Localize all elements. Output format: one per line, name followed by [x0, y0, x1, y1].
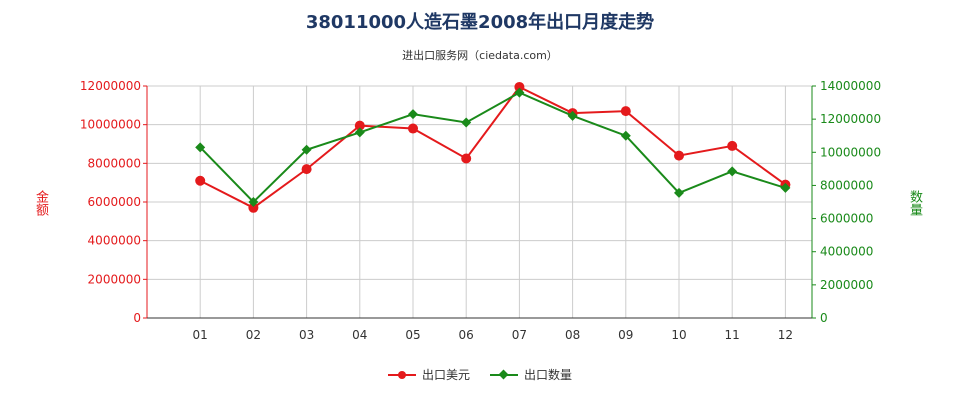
data-point-export-qty	[620, 130, 631, 141]
data-point-export-usd	[727, 140, 738, 151]
legend-label-export-usd: 出口美元	[421, 368, 470, 382]
data-point-export-qty	[567, 110, 578, 121]
y-right-tick-label: 12000000	[820, 112, 881, 126]
chart-subtitle: 进出口服务网（ciedata.com）	[402, 49, 558, 62]
x-tick-label: 08	[565, 328, 580, 342]
chart-title: 38011000人造石墨2008年出口月度走势	[305, 12, 655, 33]
data-point-export-qty	[674, 187, 684, 198]
legend-label-export-qty: 出口数量	[524, 368, 573, 382]
y-left-tick-label: 2000000	[88, 272, 141, 286]
legend-item-export-usd[interactable]: 出口美元	[387, 366, 470, 383]
data-point-export-usd	[301, 164, 312, 175]
x-tick-label: 11	[725, 328, 740, 342]
y-left-tick-label: 10000000	[80, 118, 141, 132]
y-axis-right-label: 数量	[907, 190, 922, 216]
data-point-export-qty	[195, 142, 206, 153]
x-tick-label: 03	[299, 328, 314, 342]
legend-swatch-export-usd	[387, 369, 416, 381]
legend-swatch-export-qty	[490, 369, 518, 381]
data-point-export-usd	[354, 120, 365, 131]
x-tick-label: 09	[618, 328, 633, 342]
data-point-export-qty	[780, 182, 791, 193]
data-point-export-qty	[408, 109, 418, 120]
data-point-export-qty	[461, 117, 472, 128]
x-tick-label: 05	[405, 328, 420, 342]
y-right-tick-label: 6000000	[820, 212, 873, 226]
y-right-tick-label: 2000000	[820, 278, 873, 292]
y-right-tick-label: 4000000	[820, 245, 873, 259]
x-tick-label: 01	[193, 328, 208, 342]
x-tick-label: 10	[671, 328, 686, 342]
data-point-export-qty	[514, 87, 525, 98]
data-point-export-qty	[301, 144, 312, 155]
legend-item-export-qty[interactable]: 出口数量	[490, 366, 572, 383]
chart-legend: 出口美元 出口数量	[0, 366, 960, 383]
data-point-export-usd	[195, 175, 206, 186]
y-left-tick-label: 4000000	[88, 234, 141, 248]
y-right-tick-label: 0	[820, 311, 828, 325]
series-line-export-qty	[199, 91, 786, 204]
y-left-tick-label: 0	[133, 311, 141, 325]
data-point-export-qty	[248, 197, 259, 207]
x-tick-label: 04	[352, 328, 367, 342]
data-point-export-usd	[514, 81, 525, 92]
y-left-tick-label: 12000000	[80, 79, 141, 93]
data-point-export-usd	[408, 123, 418, 134]
x-tick-label: 02	[246, 328, 261, 342]
data-point-export-qty	[354, 127, 365, 138]
y-left-tick-label: 8000000	[88, 156, 141, 170]
data-point-export-usd	[461, 153, 472, 164]
series-line-export-usd	[199, 85, 786, 209]
data-point-export-usd	[674, 150, 684, 161]
x-tick-label: 07	[512, 328, 527, 342]
data-point-export-qty	[727, 166, 738, 177]
y-right-tick-label: 10000000	[820, 145, 881, 159]
data-point-export-usd	[248, 202, 259, 213]
y-right-tick-label: 8000000	[820, 178, 873, 192]
data-point-export-usd	[620, 106, 631, 117]
x-tick-label: 12	[778, 328, 793, 342]
y-left-tick-label: 6000000	[88, 195, 141, 209]
y-right-tick-label: 14000000	[820, 79, 881, 93]
x-tick-label: 06	[459, 328, 474, 342]
y-axis-left-label: 金额	[33, 190, 48, 216]
